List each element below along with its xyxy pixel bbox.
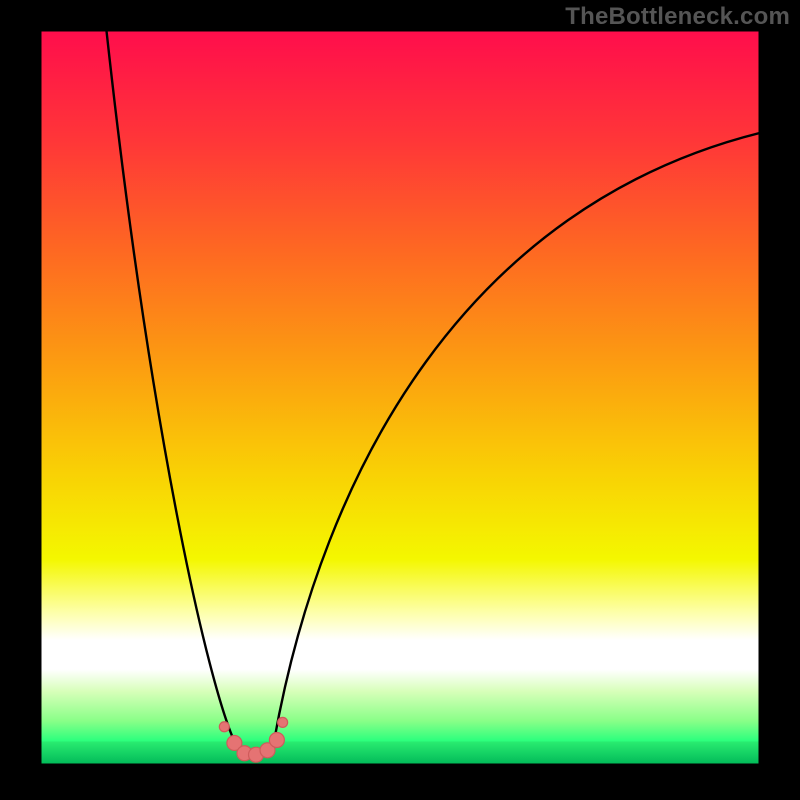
- curve-marker: [269, 733, 284, 748]
- curve-marker: [278, 717, 288, 727]
- watermark-text: TheBottleneck.com: [565, 3, 790, 31]
- chart-stage: TheBottleneck.com: [0, 0, 800, 800]
- optimum-band: [40, 741, 760, 765]
- curve-marker: [219, 722, 229, 732]
- plot-background: [40, 30, 760, 765]
- bottleneck-chart: [0, 0, 800, 800]
